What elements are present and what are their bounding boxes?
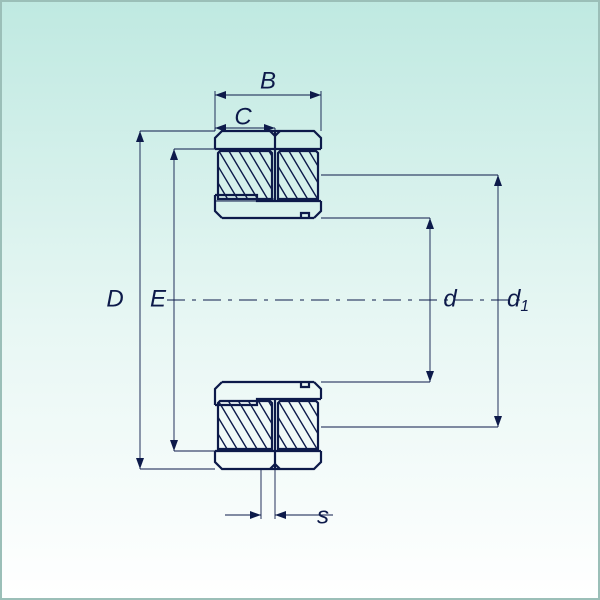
svg-text:D: D bbox=[106, 285, 123, 312]
svg-text:B: B bbox=[260, 67, 276, 94]
bearing-cross-section-diagram: BCDEdd1s bbox=[0, 0, 600, 600]
svg-text:d: d bbox=[443, 285, 457, 312]
svg-text:s: s bbox=[317, 502, 329, 529]
svg-text:C: C bbox=[234, 103, 252, 130]
svg-text:E: E bbox=[150, 285, 167, 312]
